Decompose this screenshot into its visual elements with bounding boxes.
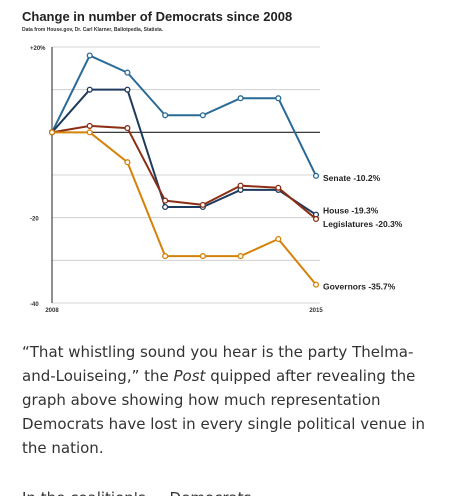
- data-point-house: [124, 86, 131, 93]
- caption-rest: quipped after revealing the graph above …: [22, 367, 426, 457]
- series-label-house: House -19.3%: [323, 206, 379, 216]
- gridlines: [51, 46, 320, 304]
- data-point-legislatures: [124, 125, 131, 132]
- data-point-legislatures: [237, 182, 244, 189]
- line-chart: +20% -20 -40 2008 2015 Senate -10.2% House -1…: [30, 46, 403, 314]
- axis-labels: +20% -20 -40 2008 2015: [30, 46, 323, 314]
- data-point-governors: [275, 235, 282, 243]
- series-lines: [48, 52, 320, 288]
- data-point-house: [86, 86, 93, 93]
- caption: “That whistling sound you hear is the pa…: [22, 340, 442, 460]
- data-point-governors: [48, 129, 56, 136]
- y-tick-label: -20: [30, 217, 39, 223]
- series-label-legislatures: Legislatures -20.3%: [323, 219, 403, 229]
- data-point-governors: [237, 253, 244, 260]
- cutoff-text-line: In the coalition's ... Democrats: [22, 486, 442, 496]
- y-tick-label: -40: [30, 302, 39, 308]
- caption-publication: Post: [173, 367, 206, 385]
- series-line-house: [51, 88, 317, 216]
- data-point-senate: [124, 69, 131, 76]
- data-point-senate: [162, 112, 169, 119]
- data-point-governors: [312, 281, 320, 288]
- series-line-legislatures: [51, 124, 317, 220]
- data-point-governors: [199, 253, 206, 260]
- x-tick-label: 2015: [309, 308, 323, 314]
- data-point-legislatures: [86, 122, 93, 129]
- data-point-governors: [86, 129, 93, 136]
- series-line-governors: [52, 131, 317, 286]
- data-point-senate: [312, 172, 320, 179]
- data-point-legislatures: [312, 215, 320, 222]
- series-label-governors: Governors -35.7%: [323, 282, 396, 292]
- data-point-senate: [275, 95, 282, 102]
- series-line-senate: [51, 54, 317, 177]
- x-tick-label: 2008: [45, 308, 59, 314]
- data-point-senate: [199, 112, 206, 119]
- data-point-legislatures: [199, 201, 206, 208]
- data-point-senate: [86, 52, 93, 59]
- caption-quote: “That whistling sound you hear is the pa…: [22, 343, 414, 385]
- data-point-governors: [124, 159, 131, 166]
- series-labels: Senate -10.2% House -19.3% Legislatures -2…: [323, 173, 403, 292]
- data-point-governors: [162, 253, 169, 260]
- series-label-senate: Senate -10.2%: [323, 173, 381, 183]
- data-point-senate: [237, 95, 244, 102]
- y-tick-label: +20%: [30, 46, 46, 52]
- chart-source: Data from House.gov, Dr. Carl Klarner, B…: [22, 27, 164, 33]
- data-point-legislatures: [162, 197, 169, 204]
- data-point-house: [162, 203, 169, 211]
- chart-title: Change in number of Democrats since 2008: [22, 9, 293, 24]
- data-point-legislatures: [275, 184, 282, 191]
